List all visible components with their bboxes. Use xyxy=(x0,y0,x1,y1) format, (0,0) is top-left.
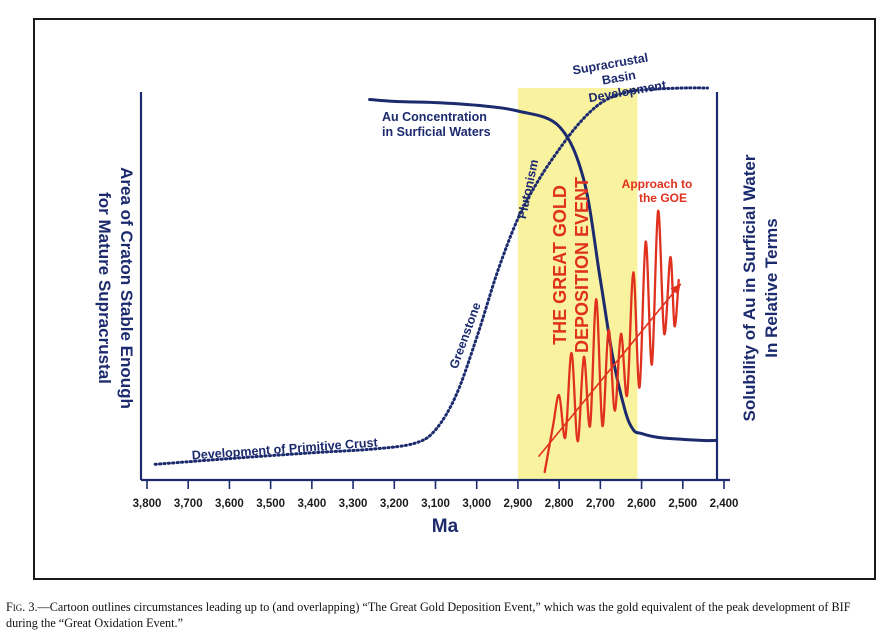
left-axis-title-line2: for Mature Supracrustal xyxy=(95,192,114,384)
goe-arrow-line xyxy=(537,283,682,458)
figure-number: Fig. 3. xyxy=(6,600,38,614)
left-axis-title-line1: Area of Craton Stable Enough xyxy=(117,167,136,409)
series-line-0 xyxy=(368,98,718,443)
x-tick-label: 3,400 xyxy=(297,498,326,510)
x-tick-label: 3,100 xyxy=(421,498,450,510)
x-tick-label: 2,800 xyxy=(545,498,574,510)
highlight-band xyxy=(517,88,638,480)
goe-label-line2: the GOE xyxy=(639,191,687,205)
caption-text: —Cartoon outlines circumstances leading … xyxy=(6,600,851,630)
band-label: THE GREAT GOLD DEPOSITION EVENT xyxy=(550,177,592,353)
x-tick-label: 2,900 xyxy=(504,498,533,510)
x-tick-label: 3,500 xyxy=(256,498,285,510)
chart: 3,800 3,700 3,600 3,500 3,400 3,300 3,200 3,100… xyxy=(95,51,781,537)
x-tick-label: 3,200 xyxy=(380,498,409,510)
x-tick-label: 2,500 xyxy=(668,498,697,510)
au-label-line1: Au Concentration xyxy=(382,110,487,124)
band-label-line1: THE GREAT GOLD xyxy=(550,185,570,345)
x-tick-label: 3,700 xyxy=(174,498,203,510)
x-tick-label: 3,600 xyxy=(215,498,244,510)
greenstone-label: Greenstone xyxy=(447,301,484,371)
x-tick-label: 2,700 xyxy=(586,498,615,510)
x-axis-title: Ma xyxy=(432,516,459,537)
goe-arrow-head xyxy=(670,283,681,295)
right-axis-title: Solubility of Au in Surficial Water In Re… xyxy=(740,154,781,421)
x-tick-label: 3,000 xyxy=(462,498,491,510)
basin-label-line2: Basin xyxy=(601,68,637,88)
x-tick-label: 3,800 xyxy=(133,498,162,510)
series-line-2 xyxy=(543,209,680,474)
right-axis-title-line1: Solubility of Au in Surficial Water xyxy=(740,154,759,421)
x-tick-label: 2,600 xyxy=(627,498,656,510)
figure-frame: 3,800 3,700 3,600 3,500 3,400 3,300 3,200 3,100… xyxy=(33,18,876,580)
figure-caption: Fig. 3.—Cartoon outlines circumstances l… xyxy=(6,599,882,631)
x-tick-label: 3,300 xyxy=(339,498,368,510)
x-tick-label: 2,400 xyxy=(710,498,739,510)
right-axis-title-line2: In Relative Terms xyxy=(762,218,781,358)
band-label-line2: DEPOSITION EVENT xyxy=(572,177,592,353)
series-line-1 xyxy=(153,86,709,466)
primitive-crust-label: Development of Primitive Crust xyxy=(191,435,379,462)
au-label-line2: in Surficial Waters xyxy=(382,125,491,139)
goe-label-line1: Approach to xyxy=(622,177,693,191)
